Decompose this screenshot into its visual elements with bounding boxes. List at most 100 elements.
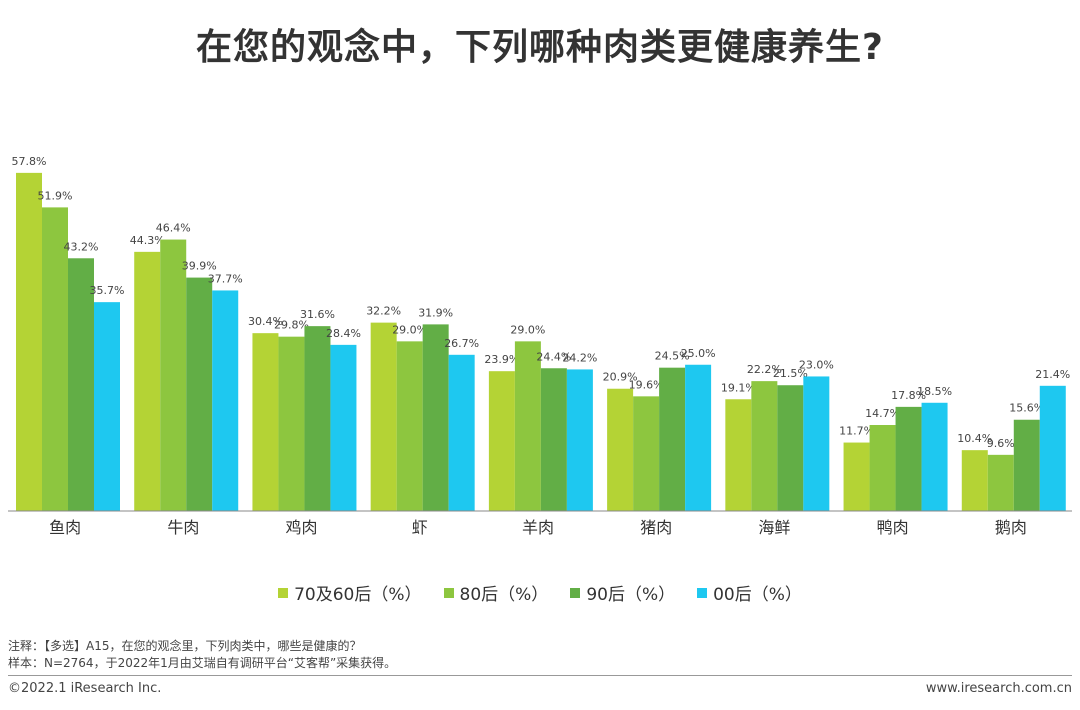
data-label: 32.2% (366, 305, 401, 318)
bar (160, 239, 187, 511)
data-label: 51.9% (38, 189, 73, 202)
data-label: 23.0% (799, 358, 834, 371)
data-label: 31.6% (300, 308, 335, 321)
legend-item: 80后（%） (443, 580, 549, 605)
bar (540, 368, 567, 511)
legend-label: 90后（%） (586, 585, 676, 605)
bar (566, 369, 593, 511)
category-label: 鸡肉 (286, 518, 318, 537)
bar (448, 354, 475, 511)
page-title: 在您的观念中，下列哪种肉类更健康养生? (196, 27, 884, 68)
bar (68, 258, 94, 511)
bar (330, 344, 357, 511)
data-label: 18.5% (917, 385, 952, 398)
bar (422, 324, 449, 511)
legend-swatch (697, 587, 708, 598)
bar (921, 402, 948, 511)
bar (685, 364, 712, 511)
footer-website: www.iresearch.com.cn (925, 681, 1072, 696)
bar (961, 450, 988, 511)
bar (987, 454, 1014, 511)
legend-label: 00后（%） (713, 585, 802, 605)
data-label: 17.8% (891, 389, 926, 402)
legend-swatch (570, 587, 581, 598)
data-label: 43.2% (64, 240, 99, 253)
bar-chart: 57.8% 51.9% 43.2% 35.7% 鱼肉 44.3%46.4% 39.9%37.… (8, 155, 1072, 537)
data-label: 46.4% (156, 222, 191, 235)
data-label: 26.7% (444, 337, 479, 350)
bar (16, 172, 42, 511)
note-line-2: 样本：N=2764，于2022年1月由艾瑞自有调研平台“艾客帮”采集获得。 (8, 656, 397, 670)
bar (751, 381, 778, 511)
category-label: 猪肉 (640, 518, 672, 537)
data-label: 39.9% (182, 260, 217, 273)
data-label: 22.2% (747, 363, 782, 376)
legend-label: 70及60后（%） (294, 585, 422, 605)
category-label: 鹅肉 (995, 518, 1027, 537)
data-label: 30.4% (248, 315, 283, 328)
bar (134, 251, 161, 511)
legend-swatch (443, 587, 454, 598)
category-label: 牛肉 (167, 518, 199, 537)
bar (843, 442, 870, 511)
data-label: 29.0% (392, 323, 427, 336)
bar (725, 399, 752, 511)
bar (1039, 385, 1066, 511)
legend-label: 80后（%） (459, 585, 549, 605)
data-label: 29.0% (510, 323, 545, 336)
bar (186, 277, 213, 511)
legend-item: 00后（%） (697, 580, 802, 605)
bar (212, 290, 239, 511)
bar (895, 406, 922, 511)
data-label: 21.4% (1035, 368, 1070, 381)
bar (514, 341, 541, 511)
data-label: 29.8% (274, 319, 309, 332)
data-label: 20.9% (603, 371, 638, 384)
note-line-1: 注释：【多选】A15，在您的观念里，下列肉类中，哪些是健康的？ (8, 639, 362, 653)
data-label: 19.1% (721, 381, 756, 394)
category-label: 虾 (412, 518, 428, 537)
bar (396, 341, 423, 511)
data-label: 21.5% (773, 367, 808, 380)
bar (278, 336, 305, 511)
data-label: 35.7% (90, 284, 125, 297)
legend-swatch (278, 587, 289, 598)
data-label: 14.7% (865, 407, 900, 420)
data-label: 57.8% (12, 155, 47, 168)
data-label: 15.6% (1009, 402, 1044, 415)
chart-legend: 70及60后（%） 80后（%） 90后（%） 00后（%） (0, 580, 1080, 605)
data-label: 24.4% (536, 350, 571, 363)
category-label: 海鲜 (758, 518, 790, 537)
data-label: 24.5% (655, 350, 690, 363)
bar (42, 207, 68, 511)
bar (777, 385, 804, 511)
footer-copyright: ©2022.1 iResearch Inc. (8, 681, 162, 696)
bar (869, 425, 896, 511)
footer-divider (8, 675, 1072, 676)
data-label: 31.9% (418, 306, 453, 319)
data-label: 37.7% (208, 272, 243, 285)
data-label: 9.6% (987, 437, 1015, 450)
bar (659, 367, 686, 511)
legend-item: 90后（%） (570, 580, 675, 605)
data-label: 23.9% (484, 353, 519, 366)
data-label: 10.4% (957, 432, 992, 445)
category-label: 鱼肉 (49, 518, 81, 537)
legend-item: 70及60后（%） (278, 580, 422, 605)
data-label: 19.6% (629, 378, 664, 391)
bar (607, 388, 634, 511)
bar (633, 396, 660, 511)
category-label: 鸭肉 (877, 518, 909, 537)
chart-notes: 注释：【多选】A15，在您的观念里，下列肉类中，哪些是健康的？ 样本：N=276… (8, 638, 396, 672)
data-label: 28.4% (326, 327, 361, 340)
bar (803, 376, 830, 511)
data-label: 25.0% (681, 347, 716, 360)
data-label: 24.2% (562, 351, 597, 364)
bar (370, 322, 397, 511)
bar (252, 333, 279, 511)
bar (488, 371, 515, 511)
data-label: 11.7% (839, 425, 874, 438)
bar (94, 302, 120, 511)
data-label: 44.3% (130, 234, 165, 247)
category-label: 羊肉 (522, 518, 554, 537)
